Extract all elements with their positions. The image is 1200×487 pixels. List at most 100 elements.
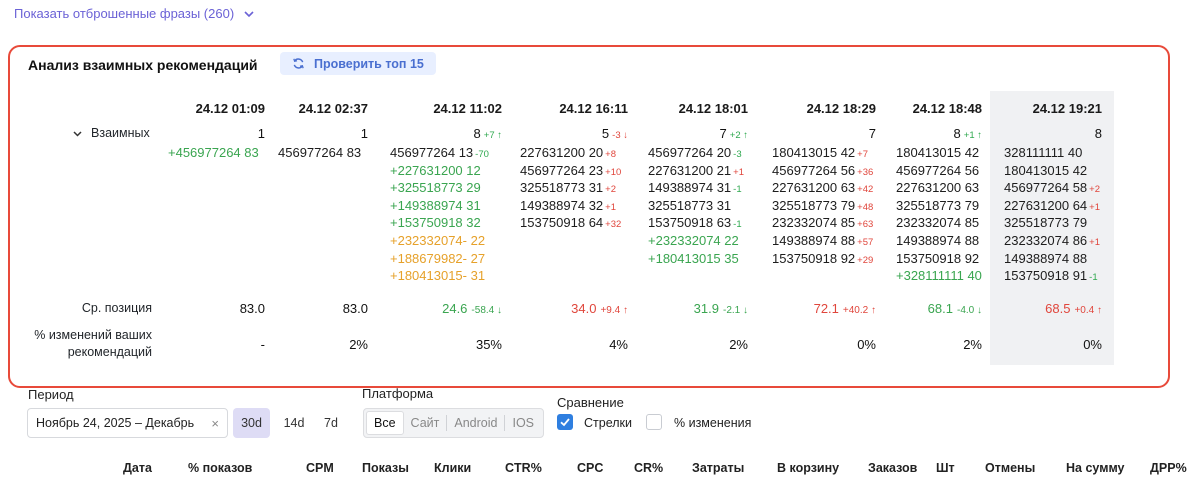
platform-option[interactable]: IOS bbox=[512, 416, 535, 430]
mutual-count-value: 7 bbox=[719, 126, 727, 141]
phrase-entry: 180413015 42 bbox=[1004, 162, 1087, 179]
table-header-cell[interactable]: CTR% bbox=[505, 461, 542, 475]
phrase-position: 91 bbox=[1072, 268, 1088, 284]
mutual-toggle[interactable]: Взаимных bbox=[72, 126, 150, 140]
phrase-position-delta: -3 bbox=[733, 149, 742, 160]
phrase-position-delta: -1 bbox=[1089, 272, 1098, 284]
table-header-cell[interactable]: На сумму bbox=[1066, 461, 1125, 475]
table-header-cell[interactable]: CPM bbox=[306, 461, 334, 475]
column-date: 24.12 02:37 bbox=[298, 101, 368, 116]
phrase-position-delta: -1 bbox=[733, 219, 742, 231]
avg-delta: +0.4 ↑ bbox=[1074, 305, 1102, 316]
avg-position-value: 68.5 +0.4 ↑ bbox=[962, 301, 1102, 316]
phrase-id: +325518773 bbox=[390, 180, 467, 196]
table-header-cell[interactable]: % показов bbox=[188, 461, 253, 475]
phrase-position: 83 bbox=[244, 145, 259, 160]
mutual-count: 1 bbox=[165, 126, 265, 141]
phrase-position: 32 bbox=[466, 215, 481, 231]
mutual-count-delta: +2 ↑ bbox=[729, 130, 748, 141]
phrase-entry: 325518773 79 bbox=[896, 197, 979, 214]
table-header-cell[interactable]: Шт bbox=[936, 461, 955, 475]
show-discarded-phrases-label: Показать отброшенные фразы (260) bbox=[14, 6, 235, 21]
column-date: 24.12 18:29 bbox=[806, 101, 876, 116]
phrase-id: +180413015 bbox=[648, 250, 725, 266]
avg-position-value: 72.1 +40.2 ↑ bbox=[736, 301, 876, 316]
table-header-cell[interactable]: В корзину bbox=[777, 461, 840, 475]
phrase-position-delta: +10 bbox=[605, 166, 622, 178]
phrase-entry: 153750918 92 bbox=[896, 250, 979, 267]
phrase-entry: +180413015- 31 bbox=[390, 267, 485, 284]
avg-position-value: 31.9 -2.1 ↓ bbox=[608, 301, 748, 316]
range-7d-button[interactable]: 7d bbox=[324, 416, 338, 430]
column-date: 24.12 16:11 bbox=[559, 101, 628, 116]
phrase-entry: 456977264 58 +2 bbox=[1004, 179, 1100, 198]
platform-option[interactable]: Сайт bbox=[410, 416, 440, 430]
phrase-id: 153750918 bbox=[648, 215, 717, 231]
check-top-15-label: Проверить топ 15 bbox=[314, 56, 424, 71]
mutual-count-value: 8 bbox=[1094, 126, 1102, 141]
range-14d-button[interactable]: 14d bbox=[283, 416, 305, 430]
pct-changes-value: 2% bbox=[963, 337, 982, 352]
check-top-15-button[interactable]: Проверить топ 15 bbox=[280, 52, 436, 75]
comparison-checkbox[interactable] bbox=[557, 414, 573, 430]
mutual-count-value: 8 bbox=[953, 126, 961, 141]
phrase-id: 149388974 bbox=[896, 233, 965, 248]
phrase-id: 456977264 bbox=[772, 162, 841, 178]
phrase-position-delta: +8 bbox=[605, 149, 616, 160]
phrase-position-delta: +2 bbox=[1089, 184, 1100, 196]
table-header-cell[interactable]: Затраты bbox=[692, 461, 745, 475]
avg-delta: +40.2 ↑ bbox=[842, 305, 876, 316]
phrase-id: +188679982- bbox=[390, 250, 471, 266]
phrase-entry: 149388974 88 +57 bbox=[772, 232, 873, 251]
show-discarded-phrases-link[interactable]: Показать отброшенные фразы (260) bbox=[14, 6, 256, 21]
phrase-position: 64 bbox=[1072, 197, 1088, 213]
phrase-position-delta: +2 bbox=[605, 184, 616, 196]
phrase-position: 56 bbox=[840, 162, 856, 178]
phrase-position: 21 bbox=[716, 162, 732, 178]
table-header-cell[interactable]: Показы bbox=[362, 461, 409, 475]
phrase-id: 149388974 bbox=[772, 233, 841, 248]
phrase-entry: +325518773 29 bbox=[390, 179, 481, 196]
avg-position-value: 24.6 -58.4 ↓ bbox=[362, 301, 502, 316]
phrase-id: 232332074 bbox=[772, 215, 841, 231]
column-date: 24.12 18:01 bbox=[678, 101, 748, 116]
phrase-entry: 325518773 79 +48 bbox=[772, 197, 873, 216]
comparison-option-label: % изменения bbox=[674, 416, 752, 430]
clear-icon[interactable]: × bbox=[211, 415, 219, 431]
phrase-entry: 227631200 21 +1 bbox=[648, 162, 744, 181]
phrase-entry: 153750918 92 +29 bbox=[772, 250, 873, 269]
comparison-checkbox[interactable] bbox=[646, 414, 662, 430]
phrase-position-delta: +63 bbox=[857, 219, 874, 231]
platform-option[interactable]: Все bbox=[366, 411, 404, 435]
avg-delta: -4.0 ↓ bbox=[956, 305, 982, 316]
column-date: 24.12 11:02 bbox=[433, 101, 502, 116]
table-header-cell[interactable]: Дата bbox=[123, 461, 152, 475]
table-header-cell[interactable]: Клики bbox=[434, 461, 472, 475]
phrase-id: 227631200 bbox=[520, 145, 589, 160]
table-header-cell[interactable]: CPC bbox=[577, 461, 604, 475]
phrase-position: 40 bbox=[967, 268, 982, 284]
comparison-option-label: Стрелки bbox=[584, 416, 632, 430]
refresh-icon bbox=[293, 58, 304, 69]
phrase-position: 86 bbox=[1072, 233, 1088, 248]
phrase-entry: +227631200 12 bbox=[390, 162, 481, 179]
phrase-entry: 227631200 20 +8 bbox=[520, 144, 616, 163]
phrase-position-delta: +1 bbox=[1089, 237, 1100, 248]
phrase-position: 56 bbox=[964, 162, 980, 178]
phrase-entry: +149388974 31 bbox=[390, 197, 481, 214]
avg-value: 68.1 bbox=[927, 301, 953, 316]
table-header-cell[interactable]: CR% bbox=[634, 461, 664, 475]
phrase-entry: 328111111 40 bbox=[1004, 144, 1082, 161]
table-header-cell[interactable]: Отмены bbox=[985, 461, 1036, 475]
phrase-id: 180413015 bbox=[772, 145, 841, 160]
phrase-position-delta: -1 bbox=[733, 184, 742, 196]
mutual-count-delta: -3 ↓ bbox=[612, 130, 628, 141]
period-date-range-input[interactable]: Ноябрь 24, 2025 – Декабрь × bbox=[27, 408, 228, 438]
column-date: 24.12 18:48 bbox=[912, 101, 982, 116]
table-header-cell[interactable]: ДРР% bbox=[1150, 461, 1187, 475]
period-label: Период bbox=[28, 387, 74, 402]
phrase-entry: +180413015 35 bbox=[648, 250, 739, 267]
platform-option[interactable]: Android bbox=[454, 416, 498, 430]
table-header-cell[interactable]: Заказов bbox=[868, 461, 918, 475]
range-30d-button[interactable]: 30d bbox=[233, 408, 270, 438]
